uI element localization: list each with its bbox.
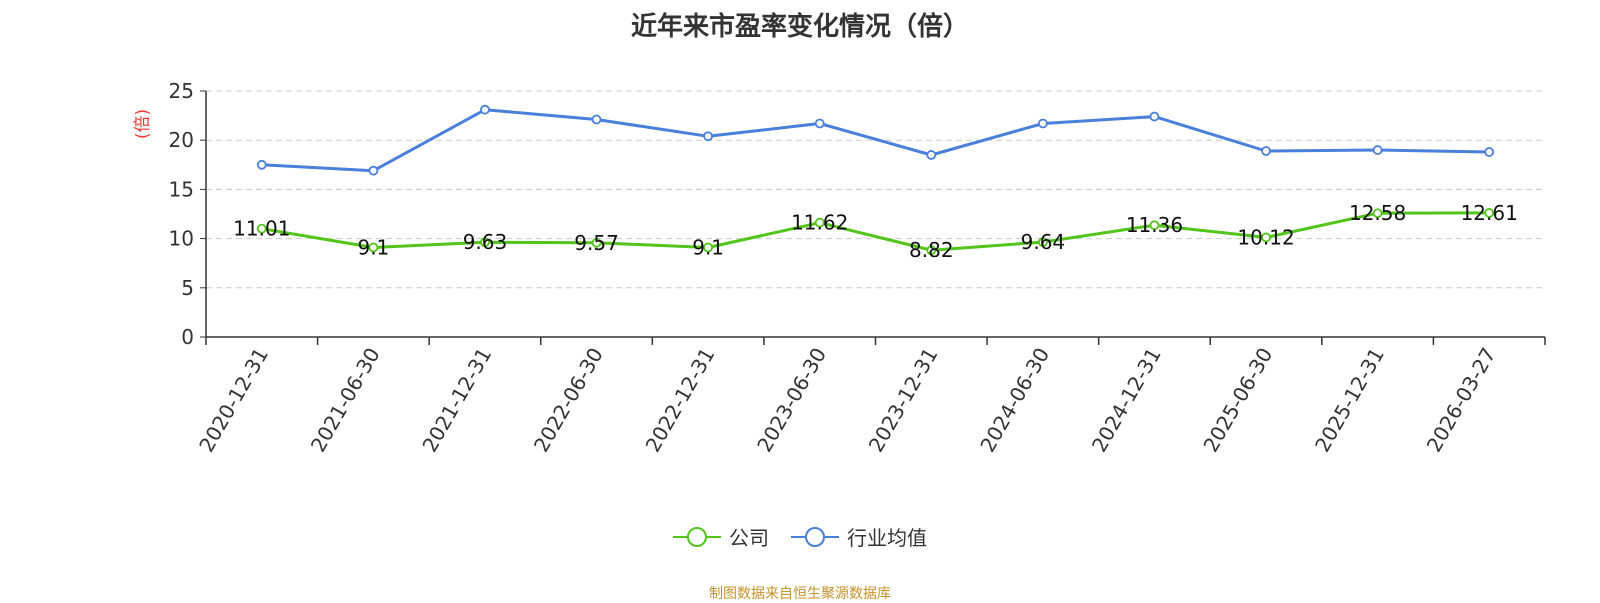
x-tick-label: 2022-12-31 xyxy=(641,344,720,457)
data-point-industry xyxy=(1484,147,1495,157)
legend-item-company[interactable]: 公司 xyxy=(673,522,769,551)
series-line-industry xyxy=(261,108,1490,173)
data-label-company: 12.58 xyxy=(1349,201,1406,225)
data-label-company: 11.36 xyxy=(1126,213,1183,237)
legend-industry-marker-icon xyxy=(791,526,839,547)
source-footer: 制图数据来自恒生聚源数据库 xyxy=(709,586,891,602)
data-point-industry xyxy=(256,159,267,170)
data-label-company: 9.1 xyxy=(692,235,724,259)
data-point-company xyxy=(703,242,714,253)
data-point-industry xyxy=(368,165,379,176)
y-tick-label: 25 xyxy=(169,79,194,103)
data-point-company xyxy=(1261,232,1271,243)
data-point-company xyxy=(480,237,490,248)
x-tick-label: 2025-06-30 xyxy=(1198,344,1277,457)
data-label-company: 9.63 xyxy=(463,230,508,254)
data-point-company xyxy=(368,242,379,253)
x-tick-label: 2021-12-31 xyxy=(417,344,496,457)
legend: 公司 行业均值 xyxy=(0,522,1600,551)
data-point-industry xyxy=(1149,111,1160,122)
data-point-company xyxy=(926,245,937,256)
y-tick-label: 20 xyxy=(169,128,194,152)
data-label-company: 9.1 xyxy=(357,235,389,259)
data-label-company: 11.62 xyxy=(791,211,848,235)
data-point-industry xyxy=(1372,145,1383,155)
data-point-company xyxy=(1149,220,1160,231)
data-point-industry xyxy=(926,150,937,160)
data-point-company xyxy=(256,223,267,234)
y-tick-label: 10 xyxy=(169,227,194,251)
data-point-industry xyxy=(703,131,714,142)
data-point-industry xyxy=(1261,146,1271,156)
data-label-company: 11.01 xyxy=(233,217,290,241)
x-tick-label: 2024-12-31 xyxy=(1087,344,1166,457)
data-point-company xyxy=(1037,237,1048,248)
y-tick-label: 15 xyxy=(169,177,194,201)
legend-company-label: 公司 xyxy=(729,526,769,550)
x-tick-label: 2026-03-27 xyxy=(1422,344,1501,457)
x-tick-label: 2022-06-30 xyxy=(529,344,608,457)
legend-industry-label: 行业均值 xyxy=(847,526,927,550)
data-point-industry xyxy=(480,104,490,115)
legend-company-marker-icon xyxy=(673,526,721,547)
x-tick-label: 2024-06-30 xyxy=(975,344,1054,457)
data-point-company xyxy=(1372,208,1383,219)
data-point-company xyxy=(591,237,602,248)
data-label-company: 12.61 xyxy=(1461,201,1518,225)
data-label-company: 9.57 xyxy=(574,231,619,255)
data-label-company: 9.64 xyxy=(1021,230,1066,254)
data-label-company: 10.12 xyxy=(1237,225,1294,249)
x-tick-label: 2023-06-30 xyxy=(752,344,831,457)
y-tick-label: 0 xyxy=(181,325,194,349)
legend-item-industry[interactable]: 行业均值 xyxy=(791,522,927,551)
data-point-company xyxy=(814,217,825,228)
data-point-industry xyxy=(591,114,602,125)
data-point-industry xyxy=(1037,118,1048,129)
x-tick-label: 2020-12-31 xyxy=(194,344,273,457)
y-tick-label: 5 xyxy=(181,276,194,300)
data-point-industry xyxy=(814,118,825,129)
x-tick-label: 2025-12-31 xyxy=(1310,344,1389,457)
chart-title: 近年来市盈率变化情况（倍） xyxy=(630,12,969,42)
data-point-company xyxy=(1484,208,1495,218)
x-tick-label: 2023-12-31 xyxy=(864,344,943,457)
y-axis-label: (倍) xyxy=(133,109,153,139)
x-tick-label: 2021-06-30 xyxy=(306,344,385,457)
series-line-company xyxy=(261,211,1490,252)
data-label-company: 8.82 xyxy=(909,238,954,262)
